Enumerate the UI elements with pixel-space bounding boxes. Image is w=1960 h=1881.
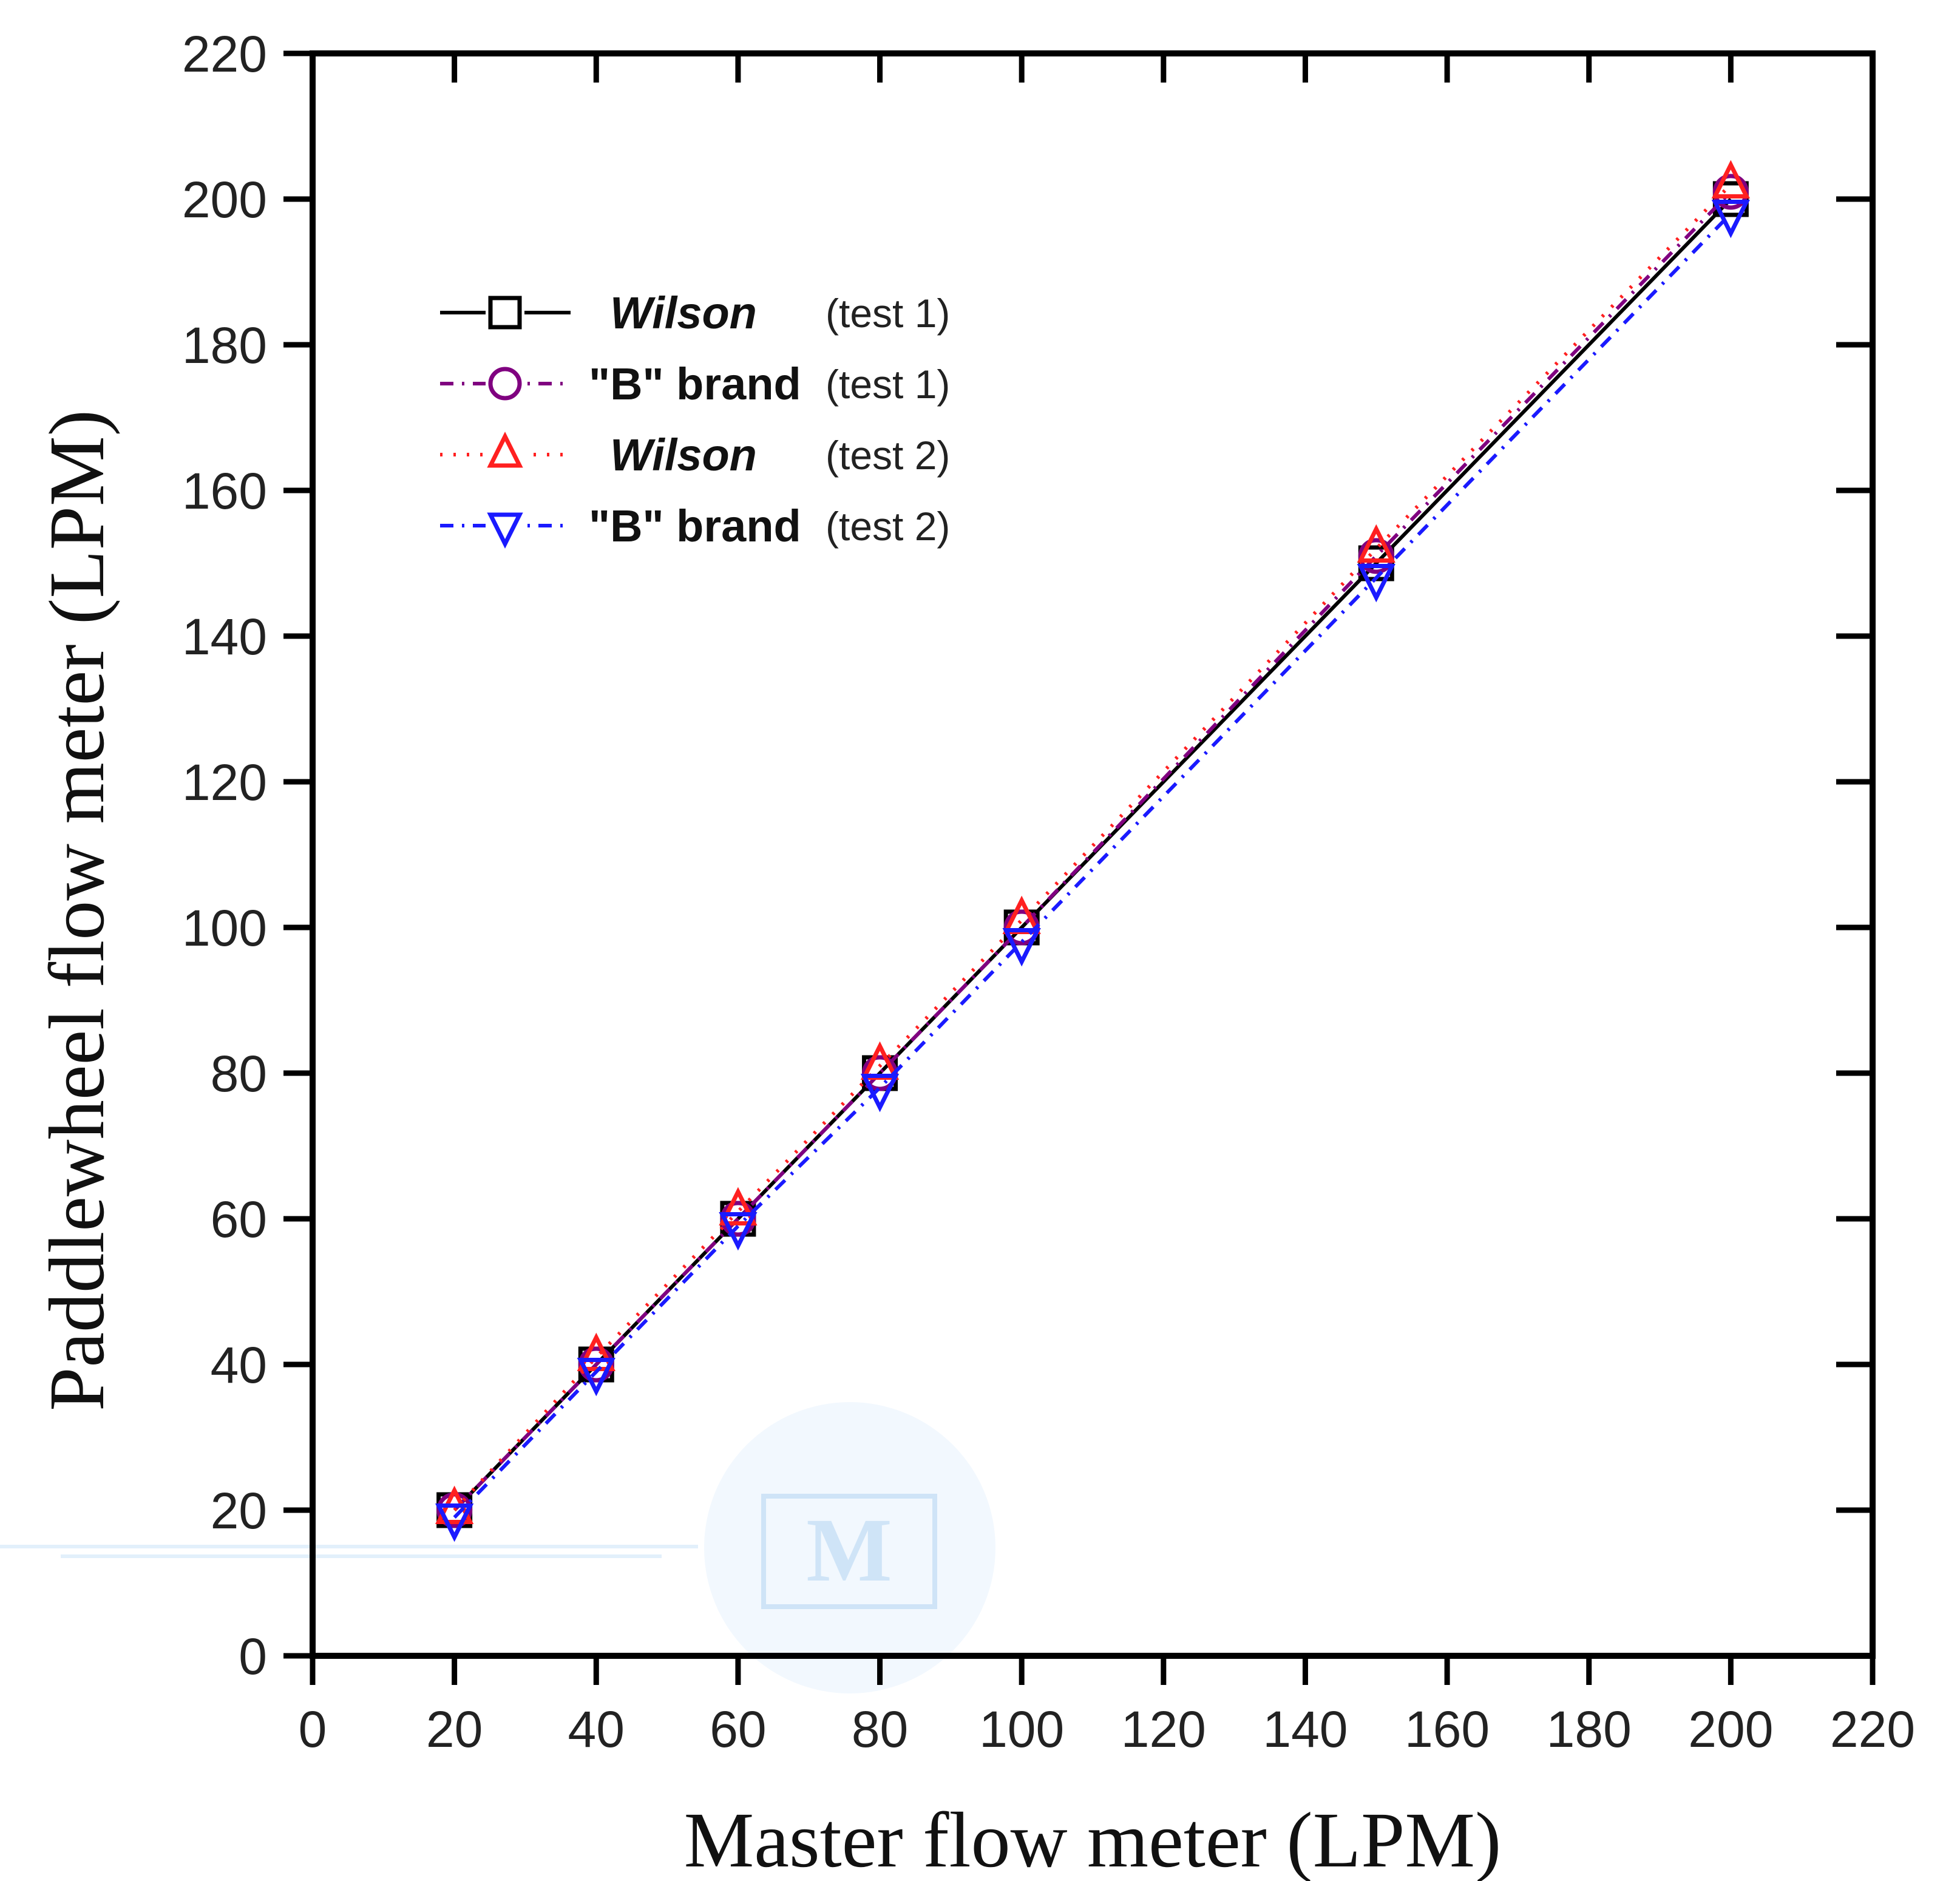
axes: 0 20 40 60 80 100 120 140 160 180 200 220 0 20 40 60 80 1… bbox=[182, 25, 1915, 1758]
series-layer bbox=[435, 160, 1751, 1542]
x-tick-label: 60 bbox=[710, 1701, 766, 1758]
y-tick-label: 120 bbox=[182, 754, 267, 811]
data-point bbox=[1357, 524, 1395, 563]
series-line bbox=[453, 212, 1732, 1519]
series-3 bbox=[435, 160, 1751, 1524]
y-tick-label: 160 bbox=[182, 463, 267, 520]
x-tick-label: 0 bbox=[299, 1701, 327, 1758]
x-tick-label: 20 bbox=[426, 1701, 483, 1758]
legend-test-label: (test 2) bbox=[826, 433, 950, 478]
data-point bbox=[435, 1503, 474, 1542]
watermark-box bbox=[761, 1494, 937, 1609]
legend-marker bbox=[488, 367, 522, 401]
legend: Wilson (test 1) "B" brand (test 1) Wilson (te… bbox=[440, 288, 950, 551]
watermark-text: M bbox=[806, 1500, 892, 1601]
y-tick-label: 20 bbox=[211, 1482, 267, 1539]
data-point bbox=[1357, 564, 1395, 603]
legend-entry: "B" brand (test 2) bbox=[440, 501, 950, 551]
y-tick-label: 140 bbox=[182, 608, 267, 665]
data-point bbox=[1711, 160, 1751, 198]
legend-marker bbox=[487, 512, 523, 549]
x-tick-label: 120 bbox=[1121, 1701, 1206, 1758]
y-tick-label: 40 bbox=[211, 1337, 267, 1394]
data-point bbox=[577, 1358, 615, 1397]
x-tick-label: 200 bbox=[1688, 1701, 1773, 1758]
legend-label: Wilson bbox=[610, 430, 757, 480]
x-tick-label: 40 bbox=[568, 1701, 625, 1758]
legend-test-label: (test 1) bbox=[826, 291, 950, 336]
data-point bbox=[577, 1332, 615, 1371]
legend-label: "B" brand bbox=[589, 359, 801, 409]
watermark-circle bbox=[704, 1402, 995, 1693]
x-tick-label: 160 bbox=[1405, 1701, 1490, 1758]
legend-entry: Wilson (test 2) bbox=[440, 430, 950, 480]
watermark: M bbox=[0, 1402, 995, 1693]
series-line bbox=[453, 183, 1732, 1512]
legend-label: "B" brand bbox=[589, 501, 801, 551]
x-tick-label: 80 bbox=[852, 1701, 908, 1758]
legend-marker bbox=[488, 296, 522, 330]
x-axis-title: Master flow meter (LPM) bbox=[684, 1797, 1502, 1881]
x-tick-label: 100 bbox=[979, 1701, 1064, 1758]
legend-entry: "B" brand (test 1) bbox=[440, 359, 950, 409]
legend-test-label: (test 1) bbox=[826, 362, 950, 407]
data-point bbox=[719, 1187, 758, 1225]
legend-label: Wilson bbox=[610, 288, 757, 338]
y-tick-label: 60 bbox=[211, 1191, 267, 1248]
legend-test-label: (test 2) bbox=[826, 504, 950, 549]
y-tick-label: 100 bbox=[182, 900, 267, 957]
legend-entry: Wilson (test 1) bbox=[440, 288, 950, 338]
x-tick-label: 220 bbox=[1830, 1701, 1915, 1758]
data-point bbox=[1002, 928, 1041, 967]
series-4 bbox=[435, 200, 1751, 1542]
y-axis-title: Paddlewheel flow meter (LPM) bbox=[33, 410, 121, 1411]
x-tick-label: 180 bbox=[1547, 1701, 1632, 1758]
plot-frame bbox=[310, 50, 1876, 1659]
data-point bbox=[719, 1212, 758, 1251]
y-tick-label: 200 bbox=[182, 171, 267, 228]
x-tick-label: 140 bbox=[1263, 1701, 1348, 1758]
y-tick-label: 180 bbox=[182, 317, 267, 374]
series-line bbox=[453, 190, 1732, 1512]
data-point bbox=[860, 1074, 900, 1113]
legend-marker bbox=[487, 432, 523, 468]
y-tick-label: 220 bbox=[182, 25, 267, 83]
y-tick-label: 0 bbox=[239, 1628, 267, 1685]
y-tick-label: 80 bbox=[211, 1045, 267, 1102]
data-point bbox=[1711, 200, 1751, 239]
